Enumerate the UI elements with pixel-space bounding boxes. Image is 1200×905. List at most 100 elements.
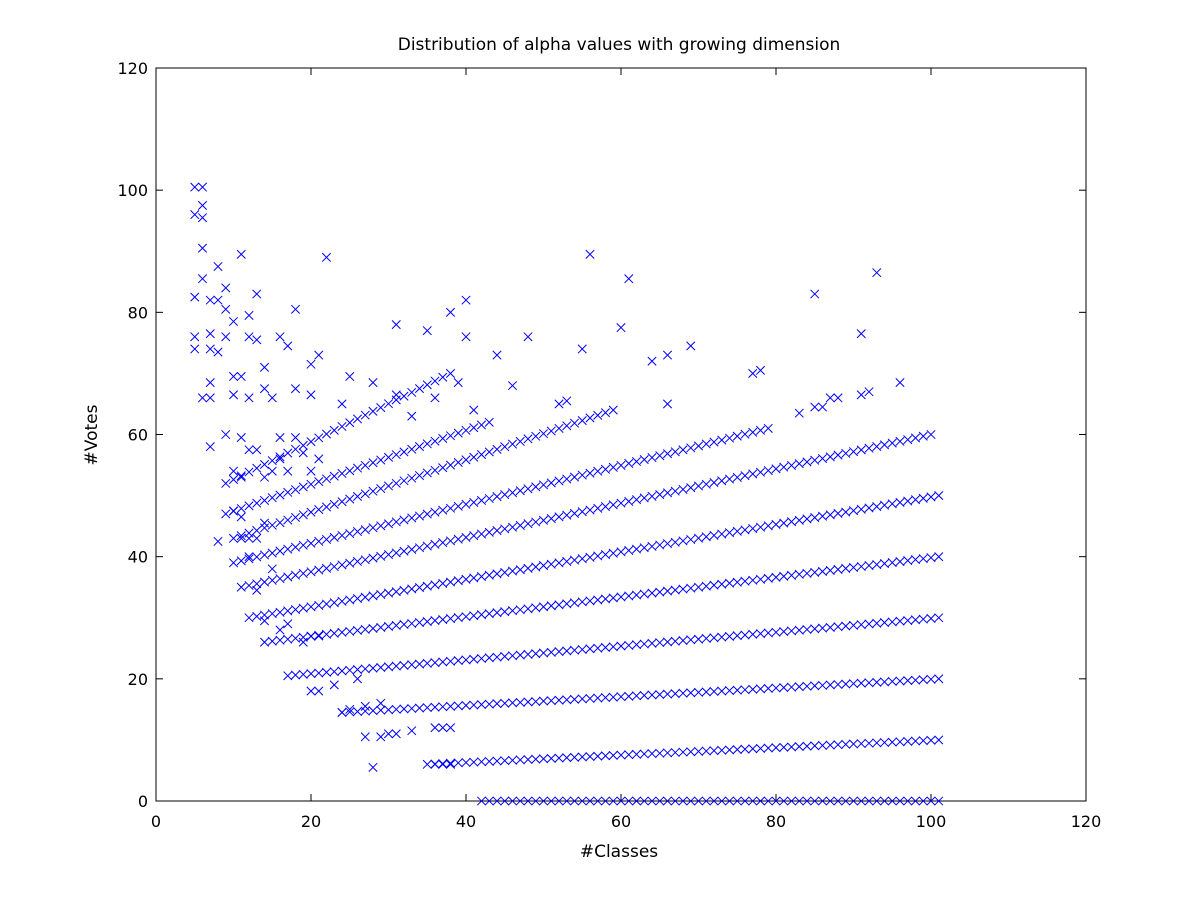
data-point-marker bbox=[430, 580, 440, 590]
scatter-markers bbox=[190, 182, 944, 806]
data-point-marker bbox=[314, 686, 324, 696]
data-point-marker bbox=[453, 701, 463, 711]
data-point-marker bbox=[717, 476, 727, 486]
data-point-marker bbox=[903, 435, 913, 445]
data-point-marker bbox=[531, 603, 541, 613]
data-point-marker bbox=[724, 745, 735, 755]
data-point-marker bbox=[461, 499, 471, 509]
data-point-marker bbox=[655, 490, 665, 500]
data-point-marker bbox=[895, 616, 905, 626]
data-point-marker bbox=[600, 502, 611, 512]
data-point-marker bbox=[833, 564, 843, 574]
data-point-marker bbox=[383, 481, 394, 491]
data-point-marker bbox=[476, 757, 487, 767]
data-point-marker bbox=[438, 578, 448, 588]
data-point-marker bbox=[469, 573, 479, 583]
data-point-marker bbox=[848, 620, 859, 630]
data-point-marker bbox=[259, 472, 270, 482]
data-point-marker bbox=[701, 479, 711, 489]
data-point-marker bbox=[678, 584, 688, 594]
data-point-marker bbox=[228, 371, 239, 382]
data-point-marker bbox=[825, 622, 835, 632]
data-point-marker bbox=[259, 384, 270, 394]
data-point-marker bbox=[825, 510, 835, 520]
data-point-marker bbox=[748, 469, 758, 479]
data-point-marker bbox=[608, 593, 618, 603]
data-point-marker bbox=[872, 502, 882, 512]
data-point-marker bbox=[817, 623, 828, 633]
data-point-marker bbox=[910, 736, 921, 746]
data-point-marker bbox=[453, 501, 463, 511]
data-point-marker bbox=[267, 575, 277, 585]
data-point-marker bbox=[515, 436, 525, 447]
data-point-marker bbox=[228, 533, 239, 543]
data-point-marker bbox=[662, 399, 673, 409]
data-point-marker bbox=[872, 796, 882, 806]
data-point-marker bbox=[693, 796, 704, 806]
data-point-marker bbox=[213, 261, 223, 272]
data-point-marker bbox=[856, 796, 866, 806]
axis-ticks: 0 20 40 60 80 100 120 0 20 40 60 80 100 120 bbox=[117, 59, 1101, 831]
data-point-marker bbox=[779, 683, 789, 693]
data-point-marker bbox=[779, 627, 789, 637]
data-point-marker bbox=[267, 548, 277, 558]
data-point-marker bbox=[469, 423, 479, 433]
data-point-marker bbox=[755, 467, 766, 477]
data-point-marker bbox=[476, 610, 487, 620]
data-point-marker bbox=[368, 378, 378, 388]
data-point-marker bbox=[376, 662, 386, 673]
data-point-marker bbox=[647, 749, 657, 759]
data-point-marker bbox=[337, 497, 347, 507]
data-point-marker bbox=[461, 757, 471, 768]
data-point-marker bbox=[577, 796, 587, 806]
data-point-marker bbox=[887, 438, 897, 448]
data-point-marker bbox=[290, 670, 301, 680]
data-point-marker bbox=[810, 402, 820, 412]
data-point-marker bbox=[298, 568, 308, 579]
data-point-marker bbox=[259, 523, 270, 533]
data-point-marker bbox=[205, 393, 215, 403]
data-point-marker bbox=[345, 665, 355, 675]
data-point-marker bbox=[244, 501, 254, 511]
data-point-marker bbox=[794, 796, 804, 806]
data-point-marker bbox=[314, 350, 324, 360]
data-point-marker bbox=[693, 582, 704, 592]
data-point-marker bbox=[314, 600, 324, 610]
data-point-marker bbox=[453, 576, 463, 586]
data-point-marker bbox=[887, 737, 897, 747]
data-point-marker bbox=[701, 581, 711, 591]
data-point-marker bbox=[407, 513, 417, 523]
data-point-marker bbox=[383, 621, 394, 632]
data-point-marker bbox=[500, 756, 510, 766]
data-point-marker bbox=[717, 686, 727, 696]
data-point-marker bbox=[422, 509, 432, 519]
data-point-marker bbox=[616, 750, 626, 760]
data-point-marker bbox=[368, 458, 378, 468]
x-tick-label: 40 bbox=[456, 812, 476, 831]
data-point-marker bbox=[213, 295, 223, 305]
data-point-marker bbox=[662, 350, 673, 360]
data-point-marker bbox=[368, 663, 378, 673]
data-point-marker bbox=[430, 393, 440, 403]
data-point-marker bbox=[275, 625, 285, 635]
data-point-marker bbox=[879, 737, 890, 748]
data-point-marker bbox=[484, 417, 494, 427]
data-point-marker bbox=[484, 756, 494, 766]
data-point-marker bbox=[469, 531, 479, 541]
data-point-marker bbox=[926, 553, 936, 563]
data-point-marker bbox=[817, 453, 828, 464]
data-point-marker bbox=[608, 642, 618, 652]
data-point-marker bbox=[453, 428, 463, 438]
data-point-marker bbox=[577, 694, 587, 704]
data-point-marker bbox=[314, 668, 324, 678]
y-tick-label: 80 bbox=[128, 303, 148, 322]
data-point-marker bbox=[717, 529, 727, 539]
data-point-marker bbox=[445, 758, 456, 768]
data-point-marker bbox=[631, 544, 642, 554]
data-point-marker bbox=[779, 518, 789, 528]
data-point-marker bbox=[848, 679, 859, 689]
data-point-marker bbox=[879, 677, 890, 687]
data-point-marker bbox=[507, 381, 518, 391]
data-point-marker bbox=[786, 626, 797, 636]
data-point-marker bbox=[399, 515, 409, 525]
